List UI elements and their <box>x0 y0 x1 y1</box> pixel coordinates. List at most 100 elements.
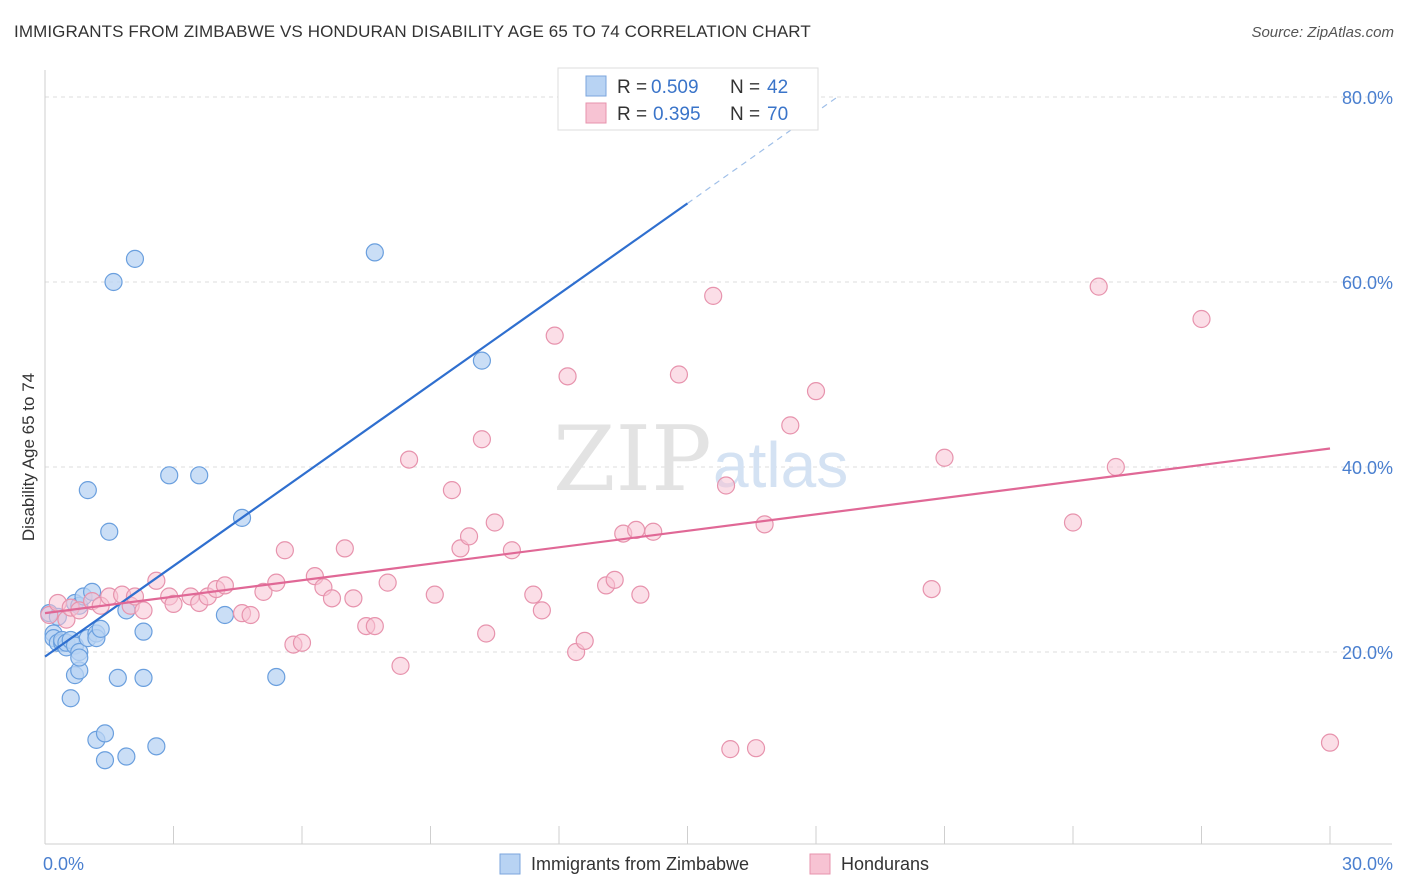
hondurans-point <box>1320 733 1340 752</box>
hondurans-point <box>1192 309 1211 329</box>
zimbabwe-point <box>78 481 97 500</box>
legend-label-zimbabwe: Immigrants from Zimbabwe <box>531 854 749 874</box>
y-tick-label: 40.0% <box>1342 458 1393 478</box>
y-tick-label: 60.0% <box>1342 273 1393 293</box>
hondurans-point <box>524 585 543 604</box>
hondurans-point <box>1063 513 1083 532</box>
hondurans-point <box>545 326 564 345</box>
zimbabwe-point <box>160 466 179 485</box>
zimbabwe-point <box>104 272 123 292</box>
hondurans-point <box>716 476 736 495</box>
hondurans-point <box>1089 277 1108 296</box>
legend-swatch-zimbabwe <box>499 853 521 875</box>
zimbabwe-point <box>365 243 384 262</box>
hondurans-point <box>378 573 397 592</box>
hondurans-point <box>472 430 491 449</box>
zimbabwe-point <box>95 724 115 743</box>
hondurans-point <box>241 605 260 625</box>
stats-n-value-zimbabwe: 42 <box>767 77 788 98</box>
chart-title: IMMIGRANTS FROM ZIMBABWE VS HONDURAN DIS… <box>14 22 811 41</box>
bottom-legend: Immigrants from Zimbabwe Hondurans <box>499 853 929 875</box>
hondurans-point <box>391 656 410 675</box>
series-zimbabwe-points <box>40 243 491 770</box>
trendline-hondurans <box>44 447 1331 615</box>
hondurans-point <box>292 633 312 652</box>
zimbabwe-point <box>91 619 110 638</box>
zimbabwe-point <box>472 351 491 370</box>
trendline-zimbabwe <box>44 202 689 658</box>
hondurans-point <box>322 589 342 608</box>
stats-legend-swatch-hondurans <box>585 102 607 124</box>
stats-legend-swatch-zimbabwe <box>585 75 607 97</box>
hondurans-point <box>477 624 496 643</box>
stats-r-value-hondurans: 0.395 <box>653 104 701 125</box>
hondurans-point <box>442 481 462 500</box>
hondurans-point <box>704 286 723 305</box>
y-tick-labels: 20.0% 40.0% 60.0% 80.0% <box>1342 88 1393 663</box>
hondurans-point <box>746 739 766 758</box>
axes <box>44 70 1392 845</box>
hondurans-point <box>425 585 444 604</box>
hondurans-point <box>721 740 740 759</box>
zimbabwe-point <box>70 648 89 667</box>
hondurans-point <box>922 579 941 599</box>
hondurans-point <box>147 571 166 590</box>
hondurans-point <box>755 515 774 534</box>
gridlines <box>45 96 1392 653</box>
hondurans-point <box>781 416 800 435</box>
y-axis-title: Disability Age 65 to 74 <box>19 373 38 541</box>
hondurans-point <box>806 382 826 401</box>
stats-r-label-1: R = <box>617 77 647 98</box>
chart-source: Source: ZipAtlas.com <box>1251 24 1394 41</box>
zimbabwe-point <box>61 689 80 708</box>
zimbabwe-point <box>125 249 145 268</box>
watermark-zip: ZIP <box>553 407 712 512</box>
stats-r-value-zimbabwe: 0.509 <box>651 77 699 98</box>
zimbabwe-point <box>134 668 153 688</box>
hondurans-point <box>669 365 689 384</box>
zimbabwe-point <box>100 522 119 541</box>
stats-n-label-2: N = <box>730 104 760 125</box>
zimbabwe-point <box>267 667 286 687</box>
hondurans-point <box>605 570 624 589</box>
zimbabwe-point <box>134 622 153 641</box>
hondurans-point <box>1106 457 1125 477</box>
stats-r-label-2: R = <box>617 104 647 125</box>
hondurans-point <box>502 541 521 560</box>
hondurans-point <box>344 589 363 608</box>
hondurans-point <box>365 616 384 636</box>
x-tick-label: 30.0% <box>1342 854 1393 874</box>
y-tick-label: 80.0% <box>1342 88 1393 108</box>
hondurans-point <box>254 582 273 601</box>
hondurans-point <box>644 522 663 541</box>
trendlines <box>44 96 1331 658</box>
hondurans-point <box>164 594 183 614</box>
hondurans-point <box>935 448 954 467</box>
zimbabwe-point <box>108 668 127 688</box>
watermark-atlas: atlas <box>713 429 848 501</box>
hondurans-point <box>575 631 594 651</box>
hondurans-point <box>275 541 294 560</box>
hondurans-point <box>134 601 153 620</box>
x-tick-label: 0.0% <box>43 854 84 874</box>
legend-label-hondurans: Hondurans <box>841 854 929 874</box>
x-tick-labels: 0.0% 30.0% <box>43 854 1393 874</box>
stats-legend: R = 0.509 N = 42 R = 0.395 N = 70 <box>557 67 819 131</box>
zimbabwe-point <box>215 605 234 625</box>
hondurans-point <box>335 539 354 558</box>
hondurans-point <box>558 367 577 386</box>
watermark: ZIP atlas <box>553 407 848 512</box>
zimbabwe-point <box>117 747 136 766</box>
hondurans-point <box>399 450 419 469</box>
trendline-zimbabwe-extension <box>687 96 838 204</box>
stats-n-value-hondurans: 70 <box>767 104 788 125</box>
y-tick-label: 20.0% <box>1342 643 1393 663</box>
hondurans-point <box>485 513 504 532</box>
hondurans-point <box>532 601 551 620</box>
stats-n-label-1: N = <box>730 77 760 98</box>
zimbabwe-point <box>190 466 209 485</box>
zimbabwe-point <box>147 737 166 756</box>
hondurans-point <box>631 585 650 604</box>
